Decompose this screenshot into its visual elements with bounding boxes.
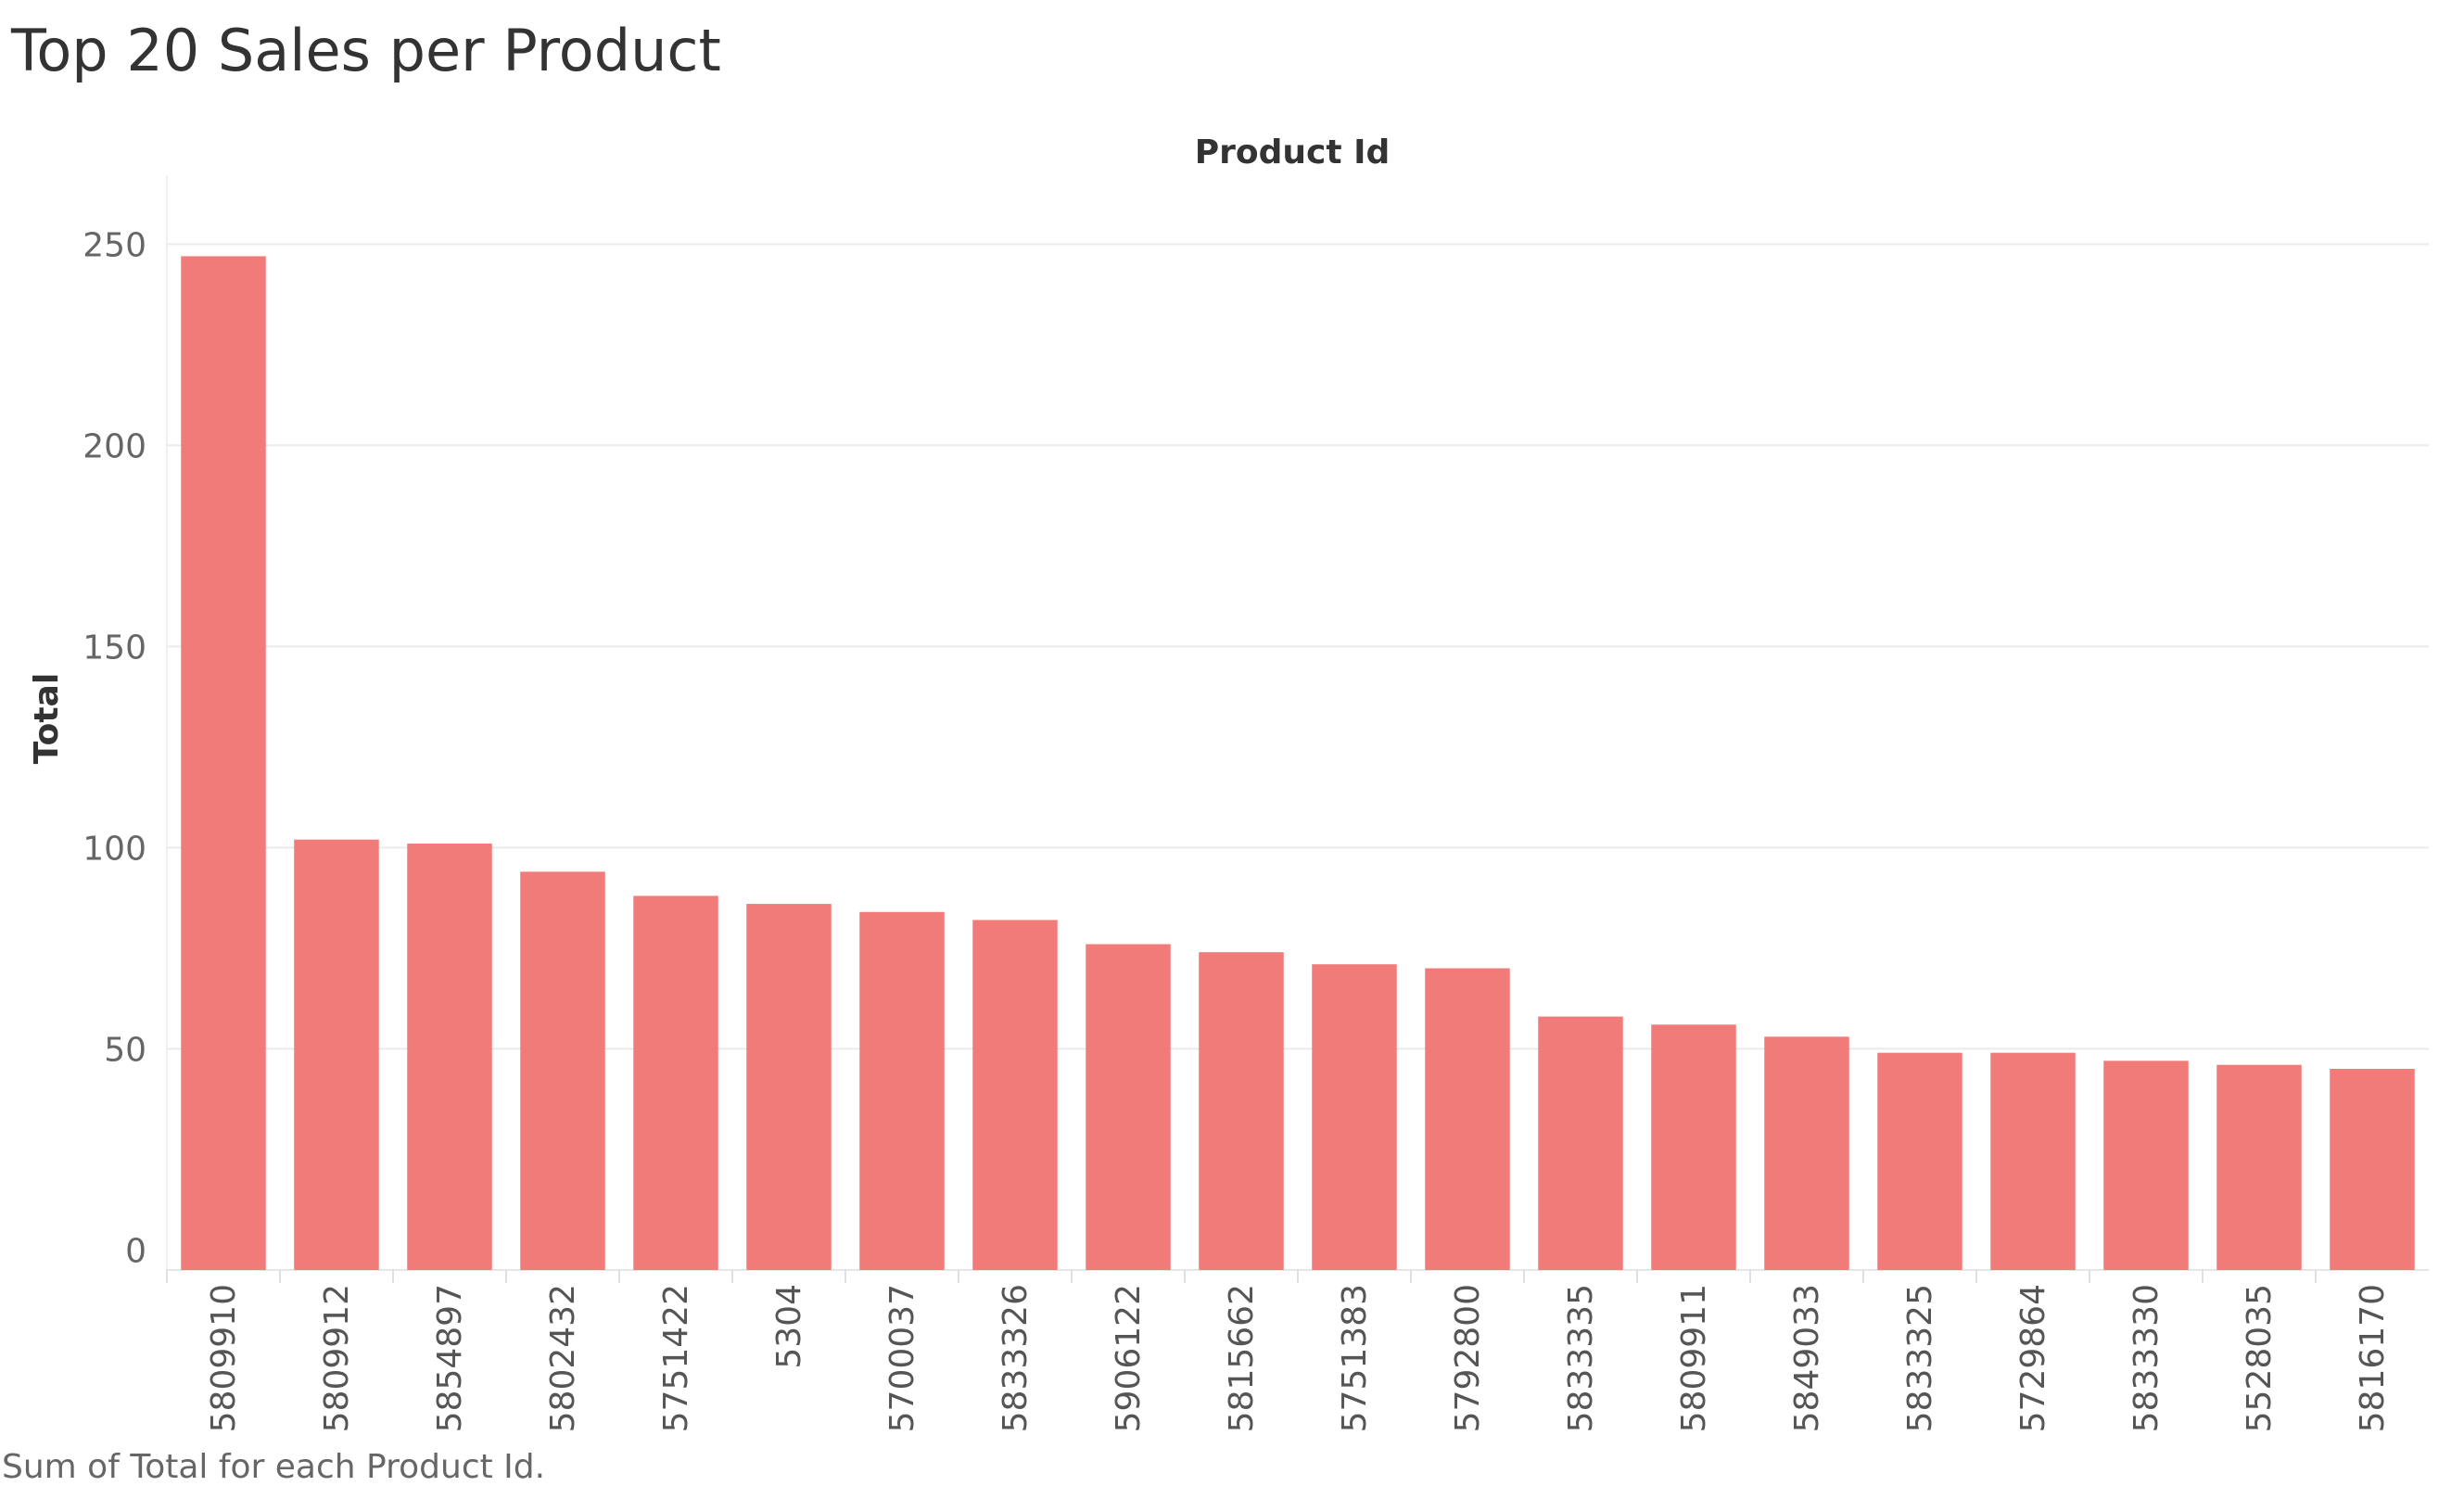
bar[interactable] xyxy=(1538,1016,1623,1270)
bar[interactable] xyxy=(1425,968,1510,1270)
x-tick-label: 5809910 xyxy=(205,1284,243,1432)
x-tick-label: 5833335 xyxy=(1562,1284,1600,1432)
bar[interactable] xyxy=(181,256,266,1271)
bar[interactable] xyxy=(1312,964,1397,1270)
bar[interactable] xyxy=(1990,1052,2076,1270)
x-tick-label: 5729864 xyxy=(2014,1284,2052,1432)
bar[interactable] xyxy=(1764,1036,1849,1270)
column-header: Product Id xyxy=(1195,133,1391,171)
x-tick-label: 5854897 xyxy=(431,1284,469,1432)
bar[interactable] xyxy=(633,895,718,1270)
bar[interactable] xyxy=(2216,1064,2302,1270)
y-tick-label: 100 xyxy=(83,830,146,868)
x-tick-label: 5849033 xyxy=(1788,1284,1826,1432)
bar[interactable] xyxy=(1877,1052,1962,1270)
bar[interactable] xyxy=(2103,1061,2189,1270)
chart-caption: Sum of Total for each Product Id. xyxy=(2,1448,546,1486)
bars xyxy=(181,256,2415,1271)
bar[interactable] xyxy=(746,904,832,1270)
y-tick-label: 0 xyxy=(125,1232,146,1270)
bar[interactable] xyxy=(1651,1024,1736,1270)
bar[interactable] xyxy=(294,839,379,1270)
y-tick-label: 50 xyxy=(104,1031,146,1069)
x-tick-label: 5833326 xyxy=(997,1284,1035,1432)
x-tick-label: 5816170 xyxy=(2354,1284,2392,1432)
x-tick-label: 5906122 xyxy=(1110,1284,1148,1432)
x-axis-ticks: 5809910 5809912 5854897 5802432 5751422 5304 5… xyxy=(205,1284,2392,1432)
y-axis-ticks: 0 50 100 150 200 250 xyxy=(83,226,146,1270)
x-tick-label: 5751383 xyxy=(1336,1284,1374,1432)
bar[interactable] xyxy=(2330,1069,2415,1270)
x-tick-label: 5833330 xyxy=(2127,1284,2166,1432)
bar[interactable] xyxy=(407,844,492,1270)
bar[interactable] xyxy=(1199,952,1284,1270)
y-tick-label: 250 xyxy=(83,226,146,264)
x-tick-label: 5304 xyxy=(770,1284,808,1369)
x-tick-label: 5792800 xyxy=(1449,1284,1487,1432)
x-tick-label: 5528035 xyxy=(2241,1284,2279,1432)
x-tick-label: 5833325 xyxy=(1901,1284,1939,1432)
y-tick-label: 200 xyxy=(83,427,146,465)
x-tick-label: 5700037 xyxy=(883,1284,921,1432)
gridlines xyxy=(166,176,2429,1283)
y-tick-label: 150 xyxy=(83,629,146,667)
chart-title: Top 20 Sales per Product xyxy=(11,17,721,84)
x-tick-label: 5809912 xyxy=(318,1284,356,1432)
y-axis-title: Total xyxy=(28,673,66,764)
x-tick-label: 5802432 xyxy=(544,1284,582,1432)
x-tick-label: 5809911 xyxy=(1675,1284,1713,1432)
bar[interactable] xyxy=(1086,944,1171,1270)
x-tick-label: 5815662 xyxy=(1223,1284,1261,1432)
bar[interactable] xyxy=(859,911,945,1270)
bar[interactable] xyxy=(972,920,1058,1270)
x-tick-label: 5751422 xyxy=(657,1284,695,1432)
bar[interactable] xyxy=(520,871,605,1270)
